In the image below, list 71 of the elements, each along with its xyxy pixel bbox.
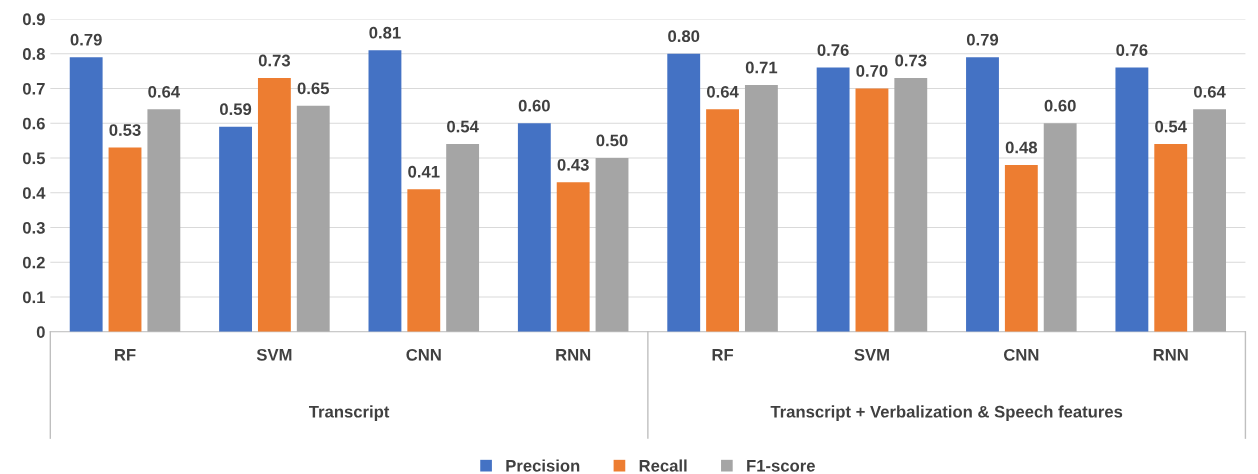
data-label: 0.76 <box>1116 44 1148 56</box>
y-tick-label: 0 <box>36 326 45 338</box>
data-label: 0.54 <box>447 120 479 133</box>
y-tick-label: 0.4 <box>22 187 46 199</box>
bar <box>147 109 181 332</box>
bar <box>108 147 142 332</box>
x-tick-label: CNN <box>406 348 441 361</box>
y-tick-label: 0.8 <box>22 48 45 60</box>
data-label: 0.80 <box>668 30 700 43</box>
data-label: 0.64 <box>707 85 739 98</box>
bar <box>1154 144 1188 332</box>
data-label: 0.65 <box>297 82 329 95</box>
y-tick-label: 0.3 <box>22 221 45 234</box>
legend-label: Recall <box>639 459 687 472</box>
data-label: 0.43 <box>557 158 589 171</box>
data-label: 0.50 <box>596 134 628 147</box>
data-label: 0.64 <box>148 85 180 98</box>
data-label: 0.70 <box>856 65 888 77</box>
text: Transcript + Verbalization & Speech features <box>770 405 1123 421</box>
bar <box>966 57 999 332</box>
data-label: 0.79 <box>70 33 102 46</box>
legend-label: F1-score <box>747 460 815 472</box>
bar <box>894 78 928 332</box>
x-tick-label: SVM <box>854 348 889 361</box>
bar <box>1115 67 1149 332</box>
bar <box>219 126 252 332</box>
text: Transcript <box>308 405 390 421</box>
bar <box>1193 109 1226 332</box>
bar <box>706 109 739 332</box>
x-tick-label: RF <box>115 349 136 361</box>
bar <box>517 123 551 332</box>
data-label: 0.71 <box>745 61 778 74</box>
data-label: 0.60 <box>518 99 550 112</box>
data-label: 0.64 <box>1194 85 1226 98</box>
data-label: 0.73 <box>258 54 291 67</box>
bar <box>744 85 778 332</box>
data-label: 0.53 <box>109 124 141 136</box>
bar <box>1004 164 1038 332</box>
bar <box>69 57 103 332</box>
y-tick-label: 0.9 <box>22 13 45 26</box>
y-tick-label: 0.2 <box>22 256 45 269</box>
y-tick-label: 0.5 <box>22 152 45 165</box>
bar <box>446 144 480 332</box>
data-label: 0.48 <box>1005 141 1038 154</box>
y-tick-label: 0.7 <box>22 82 45 95</box>
data-label: 0.81 <box>369 26 401 39</box>
bar <box>1043 123 1077 332</box>
bar <box>296 105 330 332</box>
bar <box>855 88 889 332</box>
bar <box>667 53 701 332</box>
legend-label: Precision <box>506 459 580 472</box>
x-tick-label: RNN <box>556 349 591 361</box>
y-tick-label: 0.1 <box>22 291 45 304</box>
data-label: 0.59 <box>220 103 252 116</box>
data-label: 0.79 <box>966 33 999 46</box>
data-label: 0.41 <box>408 165 440 178</box>
x-tick-label: RF <box>712 349 734 361</box>
y-tick-label: 0.6 <box>22 117 45 130</box>
bar <box>257 78 291 332</box>
x-tick-label: SVM <box>256 348 292 361</box>
data-label: 0.60 <box>1044 99 1076 112</box>
bar <box>407 189 441 332</box>
bar <box>556 182 590 332</box>
data-label: 0.54 <box>1155 120 1187 133</box>
x-tick-label: RNN <box>1153 349 1188 361</box>
x-tick-label: CNN <box>1003 348 1039 361</box>
bar <box>595 158 629 332</box>
data-label: 0.73 <box>895 54 927 67</box>
bar <box>816 67 850 332</box>
bar <box>368 50 402 332</box>
data-label: 0.76 <box>817 44 849 56</box>
